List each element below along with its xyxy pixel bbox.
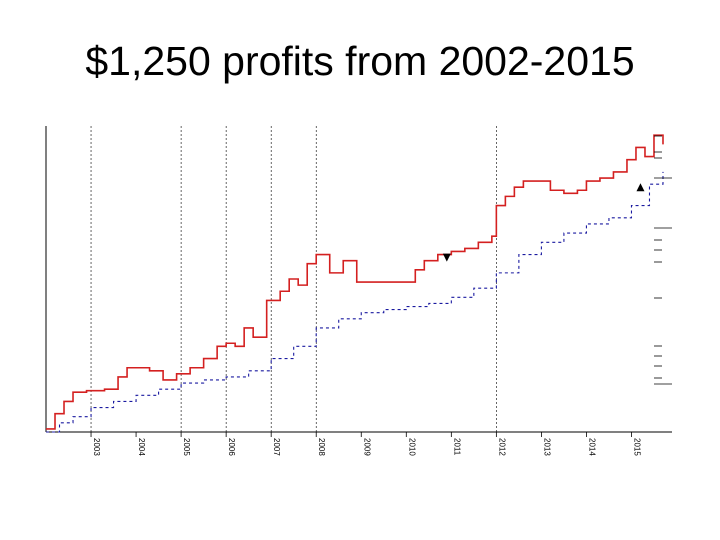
x-tick-label: 2008 [317, 438, 326, 456]
x-tick-label: 2011 [452, 438, 461, 456]
markers-layer [442, 183, 645, 262]
x-tick-label: 2012 [497, 438, 506, 456]
slide-title: $1,250 profits from 2002-2015 [85, 38, 635, 84]
buy-marker [636, 183, 645, 192]
x-tick-label: 2015 [632, 438, 641, 456]
baseline-line [46, 171, 664, 433]
right-axis-ticks [654, 135, 672, 385]
x-tick-label: 2010 [407, 438, 416, 456]
series-layer [46, 134, 664, 433]
equity-line [46, 134, 664, 430]
x-tick-label: 2009 [362, 438, 371, 456]
sell-marker [442, 253, 451, 262]
x-tick-label: 2007 [272, 438, 281, 456]
x-tick-label: 2005 [182, 438, 191, 456]
x-tick-label: 2006 [227, 438, 236, 456]
gridlines [90, 126, 497, 432]
plot-frame [45, 126, 672, 433]
x-tick-label: 2014 [587, 438, 596, 456]
x-tick-label: 2013 [542, 438, 551, 456]
x-tick-label: 2004 [137, 438, 146, 456]
x-axis-ticks: 2003 2004 2005 2006 2007 2008 2009 2010 2011 2012… [90, 432, 641, 456]
x-tick-label: 2003 [92, 438, 101, 456]
